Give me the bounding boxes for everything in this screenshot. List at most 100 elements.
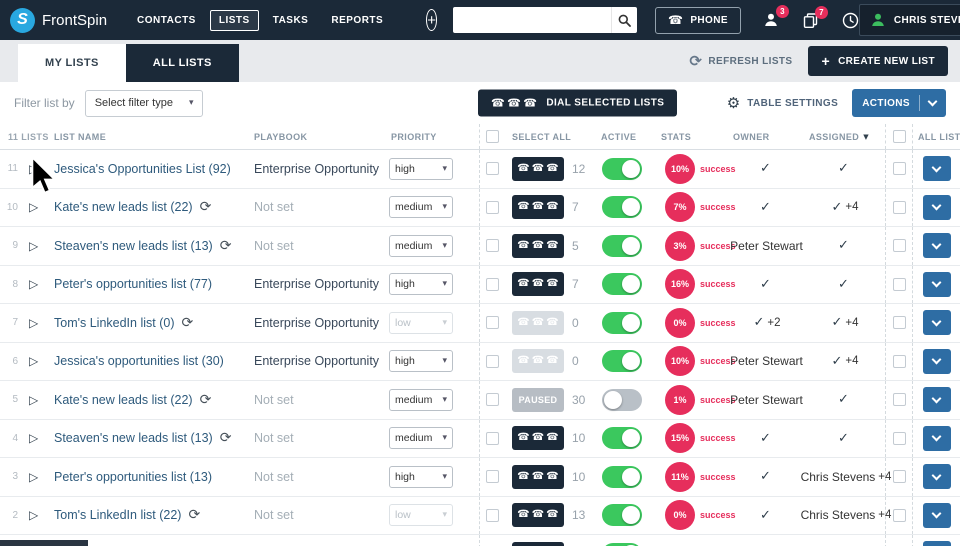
tab-my-lists[interactable]: MY LISTS <box>18 44 126 82</box>
row-checkbox[interactable] <box>486 508 499 522</box>
play-icon[interactable]: ▷ <box>29 200 39 215</box>
dial-list-button[interactable]: ☎☎☎ <box>512 310 564 335</box>
list-name-link[interactable]: Peter's opportunities list (77) <box>54 277 213 292</box>
list-name-link[interactable]: Steaven's new leads list (13) <box>54 238 213 253</box>
dial-selected-lists-button[interactable]: ☎ ☎ ☎ DIAL SELECTED LISTS <box>478 89 678 117</box>
dial-list-button[interactable]: ☎☎☎ <box>512 503 564 528</box>
row-all-list-checkbox[interactable] <box>892 316 906 330</box>
row-all-list-checkbox[interactable] <box>892 354 906 368</box>
horizontal-scrollbar-thumb[interactable] <box>0 540 88 546</box>
refresh-lists-button[interactable]: ⟳ REFRESH LISTS <box>689 52 792 70</box>
list-name-link[interactable]: Jessica's opportunities list (30) <box>54 354 224 369</box>
list-name-link[interactable]: Tom's LinkedIn list (0) <box>54 315 175 330</box>
row-checkbox[interactable] <box>486 316 499 330</box>
active-toggle[interactable] <box>602 542 642 546</box>
nav-item-tasks[interactable]: TASKS <box>272 14 309 26</box>
table-settings-button[interactable]: ⚙ TABLE SETTINGS <box>727 94 838 112</box>
notes-notifications-button[interactable]: 7 <box>803 5 828 28</box>
search-input[interactable] <box>452 7 611 33</box>
dial-list-button[interactable]: ☎☎☎ <box>512 195 564 220</box>
row-expand-button[interactable] <box>922 194 951 220</box>
priority-select[interactable]: high ▾ <box>389 350 453 373</box>
row-all-list-checkbox[interactable] <box>892 200 906 214</box>
row-checkbox[interactable] <box>486 431 499 445</box>
priority-select[interactable]: low ▾ <box>389 311 453 334</box>
row-expand-button[interactable] <box>922 502 951 528</box>
row-expand-button[interactable] <box>922 156 951 182</box>
tab-all-lists[interactable]: ALL LISTS <box>125 44 239 82</box>
refresh-icon[interactable]: ⟳ <box>199 199 212 216</box>
row-expand-button[interactable] <box>922 310 951 336</box>
active-toggle[interactable] <box>602 157 642 180</box>
list-name-link[interactable]: Tom's LinkedIn list (22) <box>54 508 182 523</box>
filter-type-select[interactable]: Select filter type ▾ <box>84 89 204 117</box>
nav-item-lists[interactable]: LISTS <box>209 9 259 31</box>
priority-select[interactable]: medium ▾ <box>389 196 453 219</box>
row-expand-button[interactable] <box>922 425 951 451</box>
list-name-link[interactable]: Kate's new leads list (22) <box>54 200 193 215</box>
list-name-link[interactable]: Peter's opportunities list (13) <box>54 469 213 484</box>
contacts-notifications-button[interactable]: 3 <box>763 5 789 28</box>
row-checkbox[interactable] <box>486 470 499 484</box>
active-toggle[interactable] <box>602 311 642 334</box>
dial-list-button[interactable]: ☎☎☎ <box>512 233 564 258</box>
refresh-icon[interactable]: ⟳ <box>181 314 194 331</box>
row-expand-button[interactable] <box>922 387 951 413</box>
header-stats[interactable]: STATS <box>661 131 692 142</box>
row-expand-button[interactable] <box>922 271 951 297</box>
priority-select[interactable]: medium ▾ <box>389 388 453 411</box>
refresh-icon[interactable]: ⟳ <box>188 507 201 524</box>
row-all-list-checkbox[interactable] <box>892 162 906 176</box>
dial-list-button[interactable]: ☎☎☎ <box>512 156 564 181</box>
list-name-link[interactable]: Steaven's new leads list (13) <box>54 431 213 446</box>
play-icon[interactable]: ▷ <box>29 354 39 369</box>
dial-list-button[interactable]: ☎☎☎ <box>512 541 564 546</box>
row-checkbox[interactable] <box>486 162 499 176</box>
row-all-list-checkbox[interactable] <box>892 508 906 522</box>
play-icon[interactable]: ▷ <box>29 508 39 523</box>
active-toggle[interactable] <box>602 234 642 257</box>
dial-list-button[interactable]: ☎☎☎ <box>512 349 564 374</box>
row-checkbox[interactable] <box>486 354 499 368</box>
play-icon[interactable]: ▷ <box>29 392 39 407</box>
row-all-list-checkbox[interactable] <box>892 431 906 445</box>
row-all-list-checkbox[interactable] <box>892 277 906 291</box>
refresh-icon[interactable]: ⟳ <box>219 237 232 254</box>
row-expand-button[interactable] <box>922 541 951 546</box>
header-list-name[interactable]: LIST NAME <box>54 131 107 142</box>
priority-select[interactable]: high ▾ <box>389 157 453 180</box>
all-list-checkbox[interactable] <box>892 130 906 143</box>
history-button[interactable] <box>842 12 859 29</box>
row-all-list-checkbox[interactable] <box>892 393 906 407</box>
phone-button[interactable]: ☎ PHONE <box>654 6 741 34</box>
nav-item-contacts[interactable]: CONTACTS <box>137 14 196 26</box>
play-icon[interactable]: ▷ <box>29 431 39 446</box>
row-checkbox[interactable] <box>486 200 499 214</box>
active-toggle[interactable] <box>602 273 642 296</box>
row-all-list-checkbox[interactable] <box>892 239 906 253</box>
priority-select[interactable]: high ▾ <box>389 273 453 296</box>
create-new-list-button[interactable]: + CREATE NEW LIST <box>808 46 948 76</box>
header-playbook[interactable]: PLAYBOOK <box>254 131 308 142</box>
play-icon[interactable]: ▷ <box>29 315 39 330</box>
row-checkbox[interactable] <box>486 393 499 407</box>
paused-button[interactable]: PAUSED <box>512 387 564 412</box>
refresh-icon[interactable]: ⟳ <box>219 430 232 447</box>
header-priority[interactable]: PRIORITY <box>391 131 437 142</box>
play-icon[interactable]: ▷ <box>29 469 39 484</box>
search-button[interactable] <box>610 7 637 33</box>
priority-select[interactable]: medium ▾ <box>389 427 453 450</box>
dial-list-button[interactable]: ☎☎☎ <box>512 464 564 489</box>
row-expand-button[interactable] <box>922 348 951 374</box>
play-icon[interactable]: ▷ <box>29 277 39 292</box>
row-checkbox[interactable] <box>486 239 499 253</box>
active-toggle[interactable] <box>602 196 642 219</box>
active-toggle[interactable] <box>602 427 642 450</box>
play-icon[interactable]: ▷ <box>29 161 39 176</box>
active-toggle[interactable] <box>602 388 642 411</box>
row-checkbox[interactable] <box>486 277 499 291</box>
row-expand-button[interactable] <box>922 233 951 259</box>
actions-button[interactable]: ACTIONS <box>852 89 946 117</box>
priority-select[interactable]: high ▾ <box>389 465 453 488</box>
active-toggle[interactable] <box>602 504 642 527</box>
